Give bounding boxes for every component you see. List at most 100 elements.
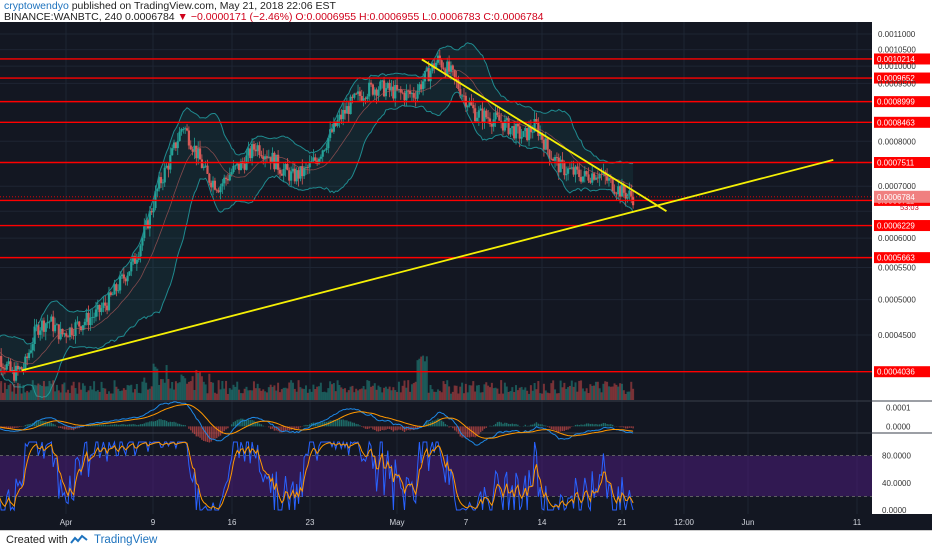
candle xyxy=(308,162,311,168)
volume-bar xyxy=(7,385,10,400)
candle xyxy=(310,161,313,163)
candle xyxy=(44,323,47,332)
volume-bar xyxy=(271,386,274,400)
volume-bar xyxy=(539,393,542,400)
candle xyxy=(81,325,85,331)
grid-lines xyxy=(0,22,872,514)
candle xyxy=(381,80,384,82)
candle xyxy=(159,177,163,184)
volume-bar xyxy=(148,388,151,400)
current-price-box xyxy=(874,190,930,203)
volume-bar xyxy=(334,391,337,400)
candle xyxy=(200,159,204,168)
volume-bar xyxy=(288,382,291,400)
volume-bar xyxy=(554,389,557,400)
volume-bar xyxy=(178,382,181,400)
candle xyxy=(96,305,99,310)
candle xyxy=(290,171,293,181)
candle xyxy=(435,62,438,69)
candle xyxy=(355,93,358,95)
volume-bar xyxy=(87,390,90,400)
volume-bar xyxy=(485,382,488,400)
volume-bar xyxy=(109,393,112,400)
price-chart[interactable]: 0.0010214 0.0009652 0.0008999 0.0008463 0.00… xyxy=(0,22,932,530)
volume-bar xyxy=(215,393,218,400)
candle xyxy=(297,170,300,179)
tradingview-brand[interactable]: TradingView xyxy=(94,534,158,546)
volume-bar xyxy=(213,392,216,400)
candle xyxy=(546,138,549,150)
candle xyxy=(91,317,94,318)
candle xyxy=(146,220,150,229)
candle xyxy=(501,122,505,131)
volume-bar xyxy=(284,387,287,400)
candle xyxy=(306,167,309,168)
candle xyxy=(412,93,415,98)
candle xyxy=(472,105,475,109)
candle xyxy=(85,312,88,322)
candle xyxy=(130,261,133,272)
candle xyxy=(16,365,19,370)
candle xyxy=(167,165,170,170)
candle xyxy=(26,356,29,359)
volume-bar xyxy=(191,376,194,400)
volume-bar xyxy=(210,381,213,400)
candle xyxy=(93,316,96,318)
volume-bar xyxy=(555,393,558,400)
candle xyxy=(565,173,568,176)
volume-bar xyxy=(414,381,417,400)
candle xyxy=(180,129,183,132)
candle xyxy=(330,129,334,132)
candle xyxy=(563,162,566,176)
volume-bar xyxy=(474,391,477,400)
candle xyxy=(505,118,508,120)
volume-bar xyxy=(353,392,356,400)
candle xyxy=(438,55,441,61)
volume-bar xyxy=(50,383,53,400)
level-label-box xyxy=(874,252,930,264)
volume-bar xyxy=(89,385,92,400)
candle xyxy=(325,148,328,151)
candle xyxy=(254,149,257,152)
price-axis-label: 0.0009500 xyxy=(878,79,916,88)
candle xyxy=(299,166,302,179)
volume-bar xyxy=(568,385,571,400)
volume-bar xyxy=(466,392,469,400)
volume-bar xyxy=(606,381,609,400)
volume-bar xyxy=(511,387,514,400)
candle xyxy=(100,307,103,313)
volume-bar xyxy=(93,381,96,400)
candle xyxy=(524,128,527,132)
volume-bar xyxy=(16,382,19,400)
volume-bar xyxy=(386,388,389,400)
candle xyxy=(451,65,454,70)
volume-bar xyxy=(238,389,241,400)
volume-bar xyxy=(397,381,400,400)
candle xyxy=(342,109,345,120)
volume-bar xyxy=(576,391,579,400)
volume-bar xyxy=(396,391,399,400)
candle xyxy=(375,89,378,96)
volume-bar xyxy=(483,384,486,400)
candle xyxy=(518,126,521,139)
volume-bar xyxy=(572,386,575,400)
volume-bar xyxy=(607,386,610,400)
volume-bar xyxy=(436,389,439,400)
volume-bar xyxy=(243,388,246,400)
volume-bar xyxy=(492,388,495,400)
candle xyxy=(494,112,497,120)
candle xyxy=(459,88,462,97)
author-link[interactable]: cryptowendyo xyxy=(4,0,69,12)
volume-bar xyxy=(128,385,131,400)
level-label-box xyxy=(874,96,930,108)
candle xyxy=(481,108,484,123)
volume-bar xyxy=(600,392,603,400)
candle xyxy=(176,141,179,149)
candle xyxy=(448,61,451,72)
volume-bar xyxy=(96,390,99,400)
candle xyxy=(395,85,399,90)
volume-bar xyxy=(293,388,296,400)
volume-bar xyxy=(225,380,228,400)
volume-bar xyxy=(122,388,125,400)
volume-bar xyxy=(407,380,410,400)
